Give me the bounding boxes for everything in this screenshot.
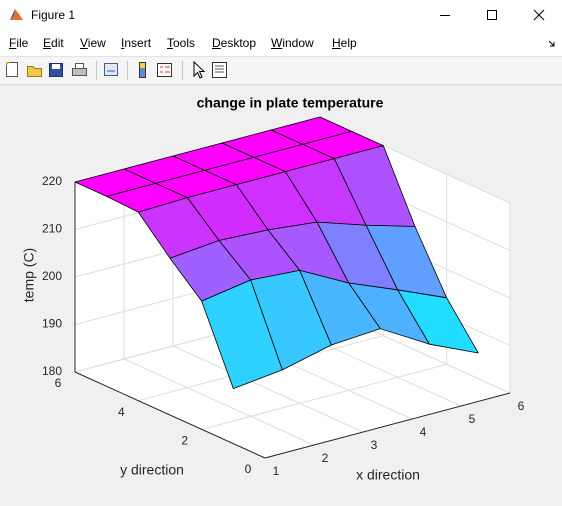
axes-floor (75, 307, 510, 458)
y-tick-label: 6 (55, 376, 62, 390)
menu-item[interactable]: Insert (121, 36, 152, 50)
chart-title: change in plate temperature (197, 95, 384, 111)
x-tick-label: 4 (420, 425, 427, 439)
z-tick-label: 210 (42, 222, 62, 236)
y-tick-label: 0 (245, 462, 252, 476)
menu-item[interactable]: Desktop (212, 36, 257, 50)
property-inspector-button[interactable] (212, 62, 227, 78)
app-icon-shade (10, 9, 15, 20)
y-axis-line (74, 371, 266, 459)
title-bar-icons (10, 9, 545, 21)
x-axis-title: x direction (356, 467, 420, 483)
menu-item[interactable]: Window (271, 36, 314, 50)
window-title: Figure 1 (31, 8, 76, 22)
toolbar (0, 57, 562, 85)
y-axis-title: y direction (120, 462, 184, 478)
link-button[interactable] (104, 63, 118, 76)
toolbar-icons (6, 60, 227, 80)
save-button[interactable] (49, 63, 63, 77)
menu-item[interactable]: Tools (167, 36, 196, 50)
maximize-button[interactable] (487, 10, 497, 20)
menu-item[interactable]: View (80, 36, 106, 50)
legend-button[interactable] (157, 63, 172, 77)
title-bar: Figure 1 (0, 0, 562, 31)
menu-item[interactable]: Edit (43, 36, 64, 50)
open-file-button[interactable] (27, 66, 42, 77)
new-figure-button[interactable] (6, 62, 18, 77)
grid-line (172, 345, 364, 433)
colorbar-button[interactable] (139, 62, 146, 78)
menu-item[interactable]: File (9, 36, 29, 50)
menu-item[interactable]: Help (332, 36, 357, 50)
edit-plot-button[interactable] (193, 60, 206, 79)
x-tick-label: 5 (469, 412, 476, 426)
z-tick-label: 200 (42, 269, 62, 283)
z-axis-title: temp (C) (21, 248, 37, 302)
x-tick-label: 3 (371, 438, 378, 452)
x-tick-label: 2 (322, 451, 329, 465)
y-tick-label: 2 (181, 434, 188, 448)
close-button[interactable] (533, 9, 545, 21)
z-tick-label: 190 (42, 317, 62, 331)
surface-face (201, 279, 283, 389)
grid-line (201, 363, 447, 430)
dock-arrow[interactable] (547, 39, 557, 49)
grid-line (123, 358, 315, 446)
x-tick-label: 1 (273, 464, 280, 478)
z-tick-label: 220 (42, 174, 62, 188)
x-axis-line (264, 392, 511, 459)
x-tick-label: 6 (518, 399, 525, 413)
z-tick-label: 180 (42, 364, 62, 378)
print-button[interactable] (72, 63, 87, 76)
app-icon (10, 9, 23, 20)
y-tick-label: 4 (118, 405, 125, 419)
menu-bar: File Edit View Insert Tools Desktop Wind… (0, 31, 562, 57)
